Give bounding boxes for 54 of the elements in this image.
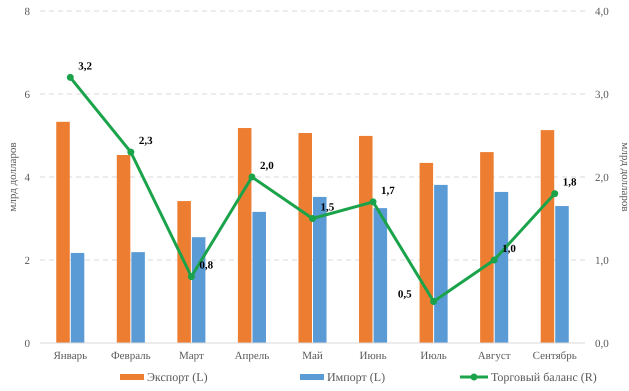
bar (238, 128, 252, 343)
x-tick-label: Август (478, 350, 511, 362)
point (430, 298, 438, 305)
y2-tick-label: 0,0 (595, 338, 610, 350)
y-tick-label: 2 (24, 255, 30, 267)
x-tick-label: Май (302, 350, 323, 362)
bar (434, 184, 448, 343)
x-tick-label: Март (178, 350, 204, 362)
point (490, 256, 498, 264)
x-tick-label: Февраль (110, 350, 151, 362)
bar (70, 252, 84, 343)
point (309, 215, 316, 222)
legend-label: Торговый баланс (R) (491, 370, 597, 384)
point (127, 148, 134, 156)
x-tick-label: Сентябрь (532, 350, 577, 362)
y-axis-title: млрд долларов (7, 142, 19, 212)
bar (374, 208, 388, 343)
bar (177, 201, 191, 343)
bar (359, 136, 373, 343)
bar (116, 155, 130, 343)
y-tick-label: 8 (24, 6, 30, 18)
data-label: 3,2 (78, 60, 93, 72)
legend-label: Импорт (L) (327, 370, 386, 384)
point (248, 174, 256, 180)
data-label: 2,0 (260, 160, 274, 172)
y2-tick-label: 4,0 (595, 6, 610, 18)
y2-tick-label: 1,0 (595, 255, 610, 267)
y-tick-label: 0 (24, 338, 30, 350)
bar (420, 162, 434, 343)
bar (298, 133, 312, 343)
bar (480, 152, 494, 343)
y-tick-label: 6 (24, 89, 30, 101)
legend-label: Экспорт (L) (147, 370, 208, 384)
point (370, 198, 377, 206)
x-tick-label: Июнь (360, 350, 387, 362)
bar (540, 130, 554, 343)
point (551, 190, 558, 198)
data-label: 1,8 (562, 176, 577, 189)
bar (56, 122, 70, 343)
y2-tick-label: 3,0 (595, 89, 610, 101)
data-label: 0,5 (398, 288, 412, 300)
point (188, 273, 195, 280)
x-tick-label: Январь (53, 350, 88, 362)
data-label: 1,7 (381, 184, 396, 197)
point (66, 74, 74, 81)
x-tick-label: Апрель (234, 350, 270, 362)
y2-axis-title: млрд долларов (619, 142, 629, 212)
bar (131, 252, 145, 343)
x-tick-label: Июль (420, 350, 447, 362)
bar (555, 206, 569, 343)
data-label: 2,3 (138, 135, 154, 148)
y2-tick-label: 2,0 (595, 172, 610, 184)
y-tick-label: 4 (24, 172, 30, 184)
bar (252, 212, 266, 343)
